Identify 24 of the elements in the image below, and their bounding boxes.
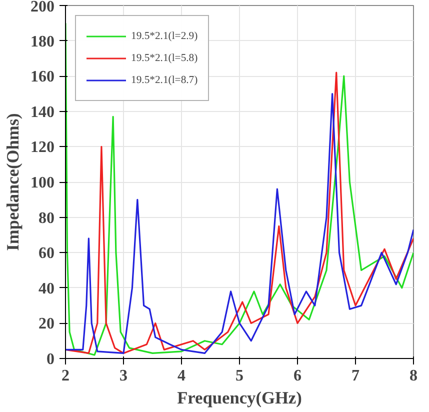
x-axis-title: Frequency(GHz): [177, 388, 302, 408]
x-tick-label: 3: [120, 368, 128, 384]
legend-label: 19.5*2.1(l=5.8): [131, 52, 198, 64]
y-tick-label: 100: [30, 174, 54, 192]
x-tick-label: 2: [62, 368, 70, 384]
y-tick-label: 0: [46, 351, 54, 368]
y-tick-label: 200: [30, 0, 54, 16]
x-tick-label: 7: [352, 368, 360, 384]
y-tick-label: 160: [30, 68, 54, 86]
x-tick-label: 4: [178, 368, 186, 384]
y-tick-label: 80: [38, 210, 54, 227]
x-tick-label: 8: [410, 368, 418, 384]
y-tick-label: 140: [30, 104, 54, 121]
legend-label: 19.5*2.1(l=8.7): [131, 74, 198, 86]
y-tick-label: 120: [30, 139, 54, 156]
y-tick-label: 40: [38, 280, 54, 298]
y-tick-label: 20: [38, 316, 54, 333]
x-tick-label: 6: [294, 368, 302, 384]
y-tick-label: 60: [38, 245, 54, 262]
y-axis-title: Impedance(Ohms): [4, 112, 22, 251]
legend-label: 19.5*2.1(l=2.9): [131, 30, 198, 42]
x-tick-label: 5: [236, 368, 244, 384]
y-tick-label: 180: [30, 33, 54, 50]
line-series: [66, 22, 414, 356]
